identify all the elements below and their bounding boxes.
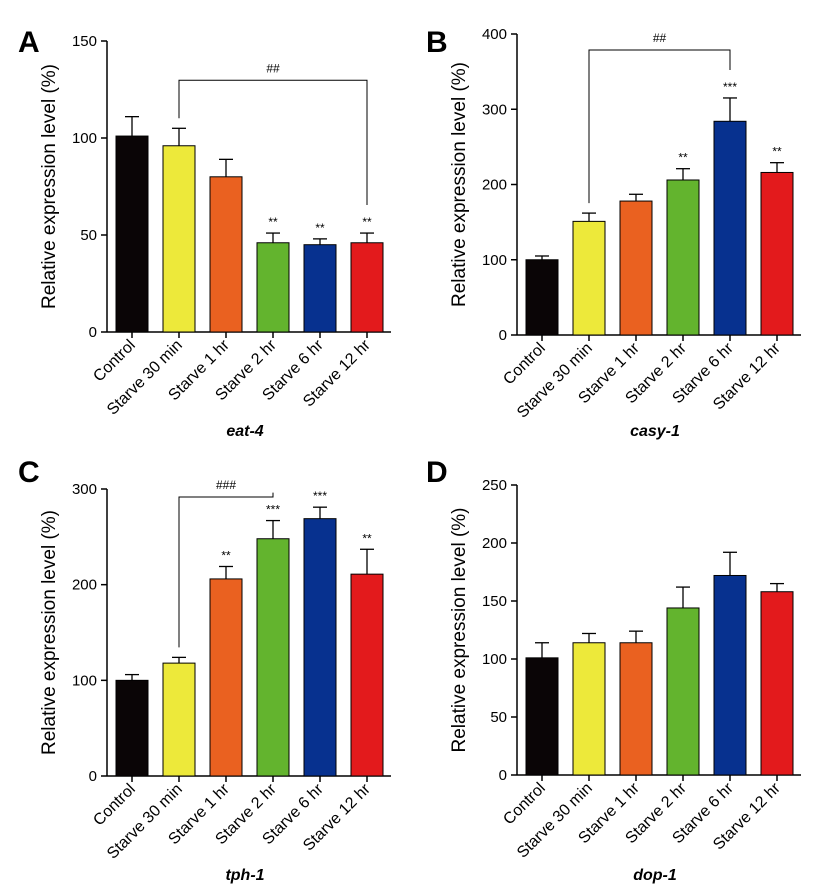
bar-starve-1-hr [209, 176, 243, 333]
y-tick-label: 0 [89, 768, 97, 785]
bar-starve-1-hr [619, 642, 653, 776]
bar-starve-30-min [572, 642, 606, 776]
significance-label: *** [266, 503, 280, 517]
y-tick-label: 50 [490, 709, 507, 726]
bar-starve-1-hr [619, 200, 653, 336]
bar-starve-12-hr [760, 591, 794, 776]
bar-starve-6-hr [713, 574, 747, 776]
bar-starve-2-hr [666, 179, 700, 336]
significance-label: ** [678, 151, 688, 165]
bracket-label: ### [216, 478, 236, 492]
bar-starve-6-hr [713, 120, 747, 336]
y-tick-label: 50 [80, 227, 97, 244]
y-tick-label: 300 [72, 481, 97, 498]
bar-starve-12-hr [350, 573, 384, 777]
panel-letter: C [18, 456, 40, 489]
comparison-bracket [588, 49, 731, 204]
y-axis-label: Relative expression level (%) [449, 508, 470, 753]
y-axis-label: Relative expression level (%) [449, 62, 470, 307]
significance-label: *** [723, 80, 737, 94]
comparison-bracket [178, 79, 368, 206]
y-axis-label: Relative expression level (%) [39, 64, 60, 309]
significance-label: ** [315, 221, 325, 235]
y-tick-label: 150 [72, 33, 97, 50]
y-tick-label: 0 [499, 767, 507, 784]
y-tick-label: 100 [72, 130, 97, 147]
y-tick-label: 300 [482, 101, 507, 118]
bar-starve-1-hr [209, 578, 243, 777]
significance-label: ** [221, 548, 231, 562]
gene-label: tph-1 [225, 867, 264, 884]
y-tick-label: 0 [499, 327, 507, 344]
bar-control [525, 657, 559, 776]
panel-letter: D [426, 456, 448, 489]
significance-label: ** [362, 531, 372, 545]
y-tick-label: 100 [482, 651, 507, 668]
comparison-bracket [178, 492, 274, 648]
y-tick-label: 200 [482, 177, 507, 194]
significance-label: ** [362, 215, 372, 229]
bracket-label: ## [653, 31, 667, 45]
y-tick-label: 200 [72, 577, 97, 594]
bar-control [525, 259, 559, 336]
bar-starve-12-hr [760, 171, 794, 336]
bar-starve-2-hr [666, 607, 700, 776]
bar-control [115, 135, 149, 333]
y-tick-label: 0 [89, 324, 97, 341]
gene-label: dop-1 [633, 867, 677, 884]
y-tick-label: 150 [482, 593, 507, 610]
bar-starve-6-hr [303, 518, 337, 777]
bar-control [115, 679, 149, 777]
bar-starve-30-min [162, 145, 196, 333]
significance-label: ** [268, 215, 278, 229]
panel-letter: A [18, 26, 40, 59]
bar-starve-30-min [162, 662, 196, 777]
bar-starve-12-hr [350, 242, 384, 333]
bar-starve-2-hr [256, 242, 290, 333]
gene-label: casy-1 [630, 423, 680, 440]
bar-starve-2-hr [256, 538, 290, 777]
panel-c: C Relative expression level (%) 0 100 200 300… [18, 456, 391, 884]
significance-label: ** [772, 145, 782, 159]
bar-starve-30-min [572, 220, 606, 336]
y-tick-label: 100 [72, 672, 97, 689]
panel-letter: B [426, 26, 448, 59]
y-axis-label: Relative expression level (%) [39, 510, 60, 755]
bracket-label: ## [266, 61, 280, 75]
y-tick-label: 100 [482, 252, 507, 269]
significance-label: *** [313, 489, 327, 503]
y-tick-label: 200 [482, 535, 507, 552]
y-tick-label: 250 [482, 477, 507, 494]
bar-starve-6-hr [303, 244, 337, 333]
y-tick-label: 400 [482, 26, 507, 43]
gene-label: eat-4 [226, 423, 263, 440]
